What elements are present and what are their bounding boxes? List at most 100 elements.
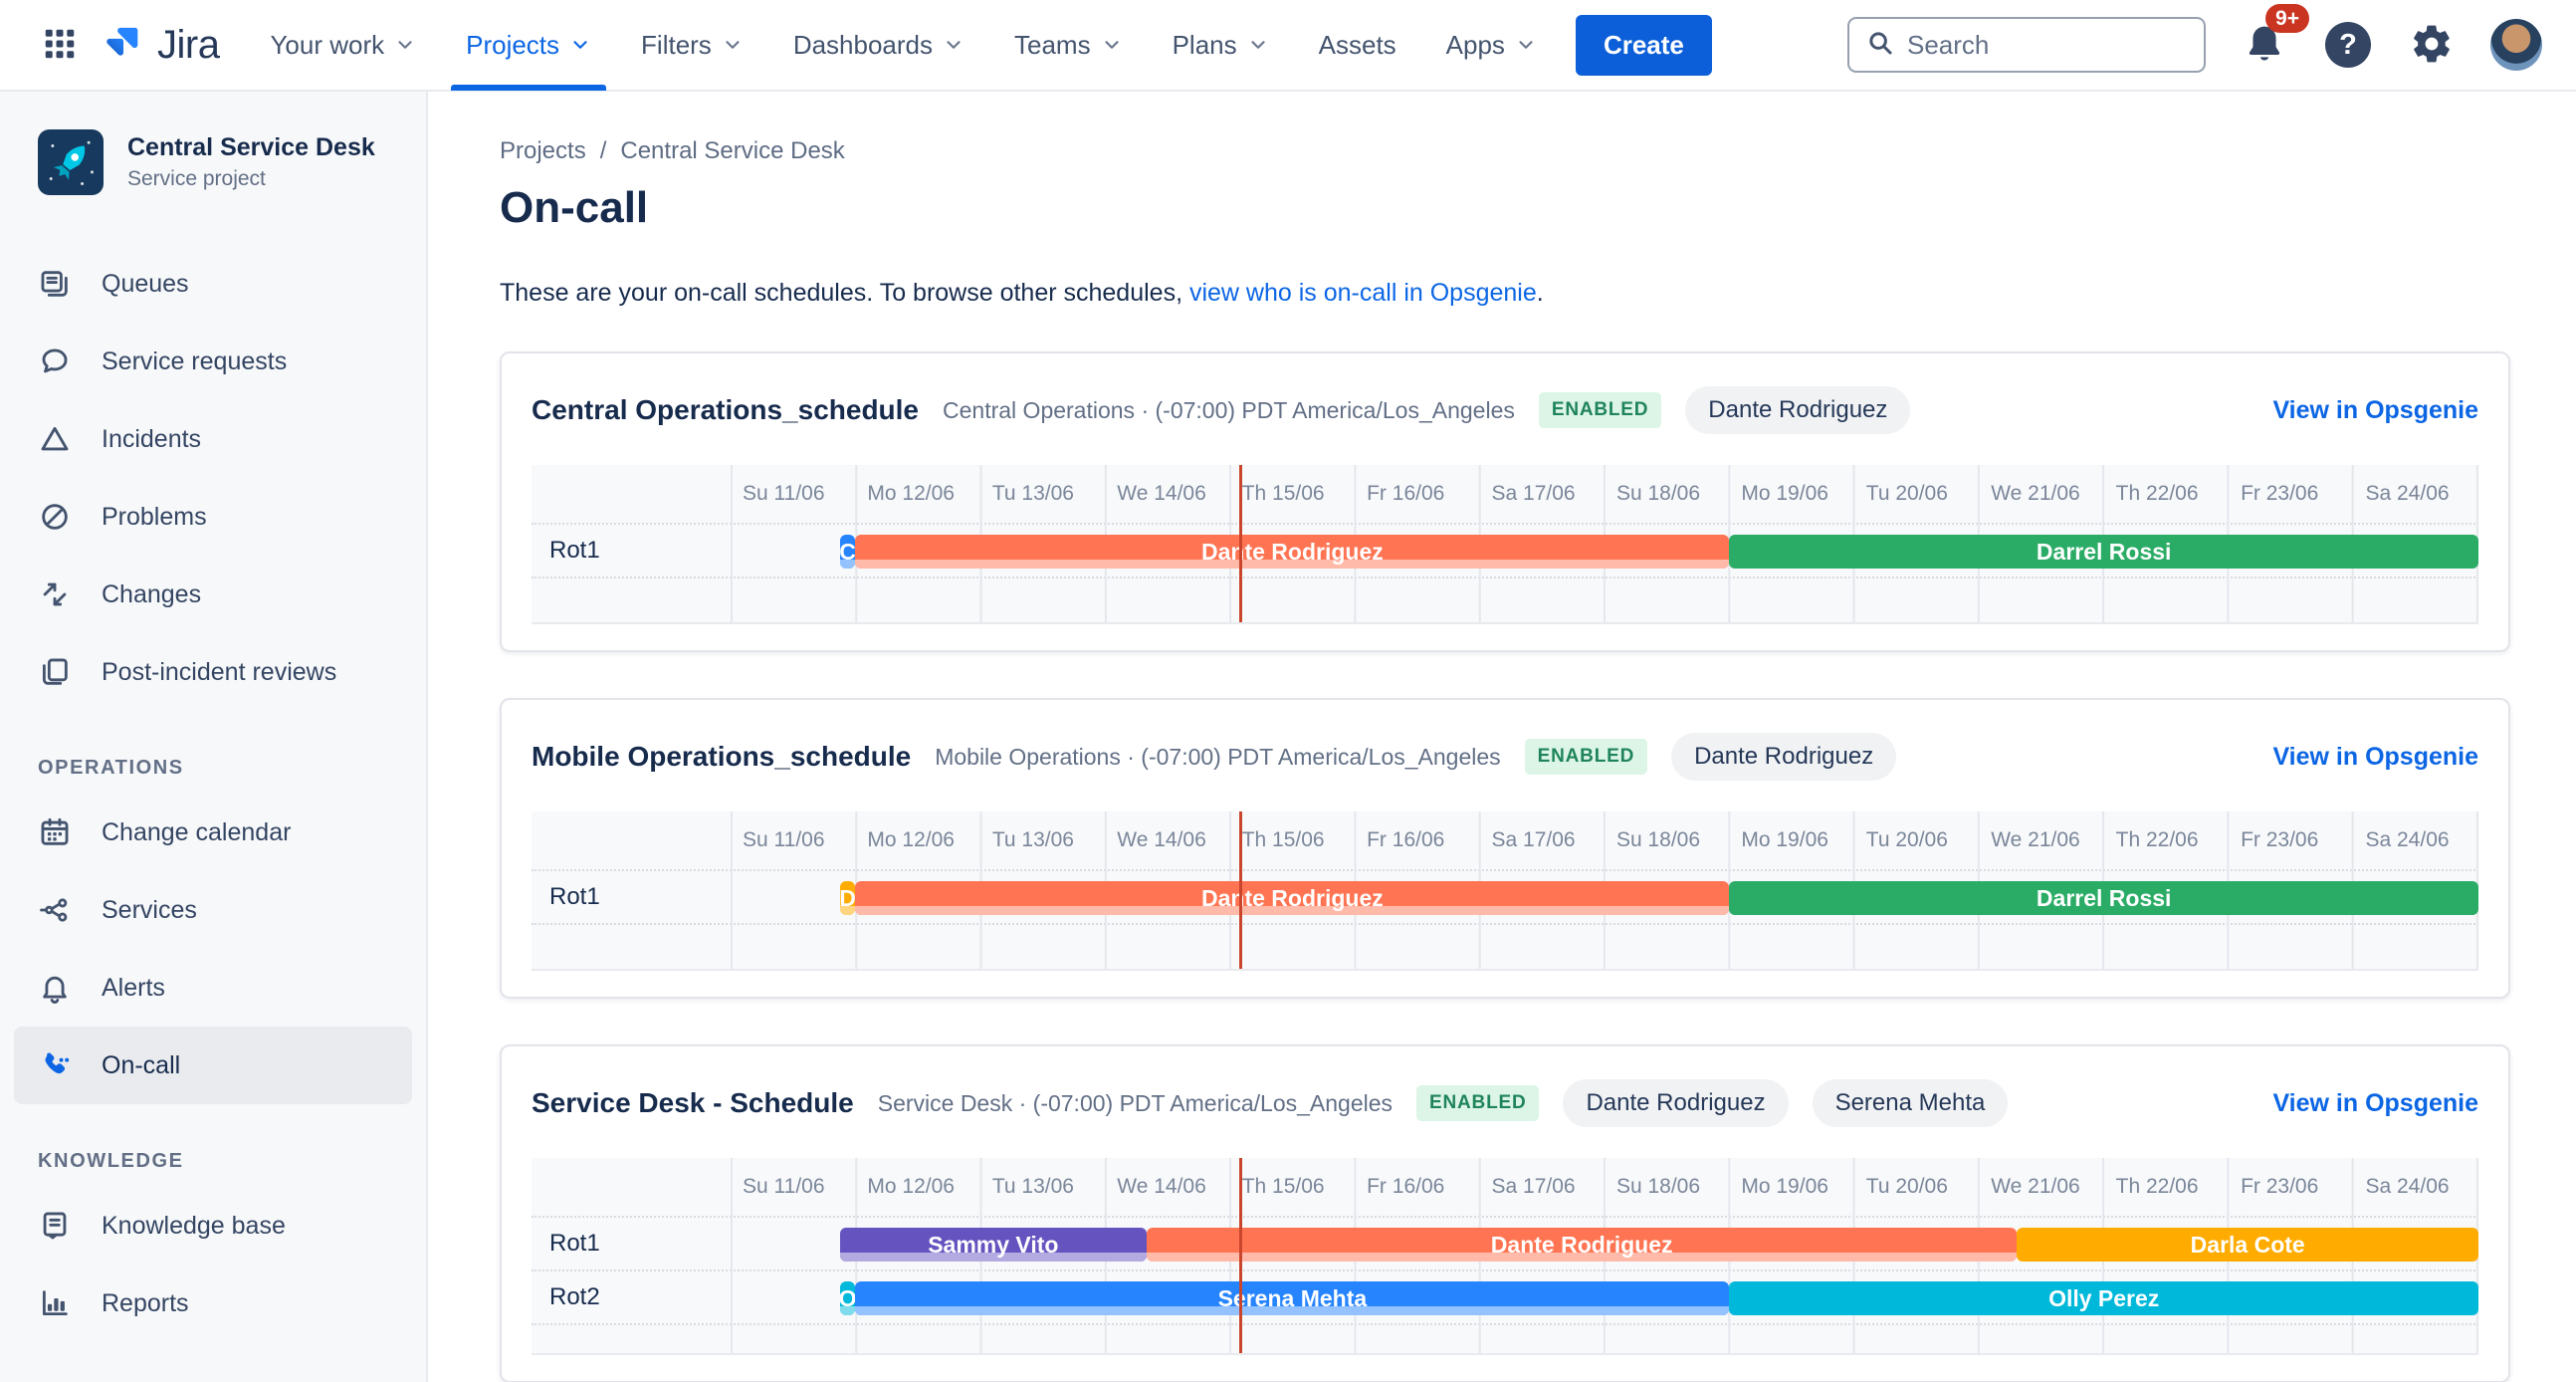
day-label: Th 22/06 xyxy=(2115,1175,2199,1198)
view-in-opsgenie-link[interactable]: View in Opsgenie xyxy=(2272,742,2478,771)
nav-item-your-work[interactable]: Your work xyxy=(245,0,441,91)
view-in-opsgenie-link[interactable]: View in Opsgenie xyxy=(2272,395,2478,424)
changes-icon xyxy=(38,576,74,612)
sidebar-item-incidents[interactable]: Incidents xyxy=(0,400,426,478)
shift-owner-name: Sammy Vito xyxy=(928,1231,1059,1258)
sidebar-item-label: Change calendar xyxy=(102,817,292,846)
shift-owner-name: Dante Rodriguez xyxy=(1490,1231,1673,1258)
project-header[interactable]: Central Service Desk Service project xyxy=(0,129,426,195)
jira-home-link[interactable]: Jira xyxy=(100,20,220,71)
day-label: We 21/06 xyxy=(1991,482,2080,505)
day-label: Su 11/06 xyxy=(743,482,825,505)
app-switcher-button[interactable] xyxy=(34,19,86,71)
schedule-card: Mobile Operations_schedule Mobile Operati… xyxy=(500,698,2510,999)
status-badge: ENABLED xyxy=(1538,392,1662,428)
day-label: Mo 12/06 xyxy=(867,828,955,851)
sidebar-item-queues[interactable]: Queues xyxy=(0,245,426,323)
nav-item-label: Your work xyxy=(270,29,385,60)
day-label: Th 15/06 xyxy=(1241,482,1325,505)
shift-owner-name: Dante Rodriguez xyxy=(1201,884,1384,911)
day-label: Mo 19/06 xyxy=(1741,482,1828,505)
nav-item-assets[interactable]: Assets xyxy=(1294,0,1421,91)
search-input[interactable] xyxy=(1907,29,2188,61)
user-avatar[interactable] xyxy=(2490,19,2542,71)
rotation-lane xyxy=(731,1325,2478,1353)
service-requests-icon xyxy=(38,344,74,379)
chevron-down-icon xyxy=(569,34,591,56)
help-button[interactable]: ? xyxy=(2323,20,2373,70)
shift-owner-name: Olly Perez xyxy=(2048,1284,2160,1311)
project-type: Service project xyxy=(127,167,266,190)
create-button[interactable]: Create xyxy=(1575,14,1712,76)
page-title: On-call xyxy=(500,183,649,232)
rotation-label: Rot1 xyxy=(549,883,600,910)
shift-owner-name: Serena Mehta xyxy=(1217,1284,1368,1311)
services-icon xyxy=(38,892,74,928)
shift-owner-name: D xyxy=(839,884,856,911)
sidebar-item-label: Incidents xyxy=(102,424,202,453)
nav-menu: Your work Projects Filters Dashboards Teams P… xyxy=(245,0,1561,91)
nav-item-teams[interactable]: Teams xyxy=(989,0,1148,91)
day-label: Su 11/06 xyxy=(743,1175,825,1198)
sidebar-item-service-requests[interactable]: Service requests xyxy=(0,323,426,400)
sidebar-item-reports[interactable]: Reports xyxy=(0,1265,426,1342)
sidebar-item-problems[interactable]: Problems xyxy=(0,478,426,556)
schedule-card: Service Desk - Schedule Service Desk · (-… xyxy=(500,1044,2510,1382)
change-calendar-icon xyxy=(38,814,74,850)
rotation-lane: C Dante Rodriguez Darrel Rossi xyxy=(731,525,2478,576)
day-label: Tu 20/06 xyxy=(1865,828,1948,851)
sidebar-item-label: Alerts xyxy=(102,973,165,1002)
intro-text: These are your on-call schedules. To bro… xyxy=(500,279,2510,308)
sidebar-item-post-incident-reviews[interactable]: Post-incident reviews xyxy=(0,633,426,711)
breadcrumb-projects[interactable]: Projects xyxy=(500,137,586,164)
view-in-opsgenie-link[interactable]: View in Opsgenie xyxy=(2272,1088,2478,1117)
settings-button[interactable] xyxy=(2407,20,2457,70)
nav-item-filters[interactable]: Filters xyxy=(616,0,768,91)
timeline-gutter xyxy=(532,811,731,869)
rotation-row: Rot1 C Dante Rodriguez Darrel Rossi xyxy=(532,523,2478,576)
timeline-empty-row xyxy=(532,923,2478,969)
sidebar-section-title: OPERATIONS xyxy=(38,757,184,779)
day-label: Mo 12/06 xyxy=(867,1175,955,1198)
rotation-label: Rot1 xyxy=(549,1230,600,1257)
day-label: Th 15/06 xyxy=(1241,1175,1325,1198)
sidebar-item-label: Problems xyxy=(102,502,207,531)
shift-bar: Darla Cote xyxy=(2017,1228,2478,1262)
sidebar-item-changes[interactable]: Changes xyxy=(0,556,426,633)
chevron-down-icon xyxy=(722,34,744,56)
status-badge: ENABLED xyxy=(1416,1085,1540,1121)
sidebar-item-knowledge-base[interactable]: Knowledge base xyxy=(0,1187,426,1265)
day-label: Th 15/06 xyxy=(1241,828,1325,851)
day-label: Sa 17/06 xyxy=(1491,1175,1576,1198)
oncall-timeline: Su 11/06 Mo 12/06 Tu 13/06 We 14/06 Th 15/06… xyxy=(532,811,2478,971)
nav-item-label: Filters xyxy=(641,29,712,60)
chevron-down-icon xyxy=(394,34,416,56)
search-box[interactable] xyxy=(1847,17,2206,73)
sidebar-item-change-calendar[interactable]: Change calendar xyxy=(0,794,426,871)
opsgenie-link[interactable]: view who is on-call in Opsgenie xyxy=(1188,279,1537,307)
oncall-person-chip: Serena Mehta xyxy=(1812,1079,2009,1127)
help-icon: ? xyxy=(2325,22,2371,68)
on-call-icon xyxy=(38,1047,74,1083)
shift-owner-name: C xyxy=(839,538,856,565)
nav-item-projects[interactable]: Projects xyxy=(441,0,616,91)
chevron-down-icon xyxy=(943,34,965,56)
shift-bar: Darrel Rossi xyxy=(1729,535,2478,569)
sidebar-item-alerts[interactable]: Alerts xyxy=(0,949,426,1027)
day-label: Mo 19/06 xyxy=(1741,1175,1828,1198)
nav-item-apps[interactable]: Apps xyxy=(1421,0,1562,91)
status-badge: ENABLED xyxy=(1524,739,1648,775)
nav-item-plans[interactable]: Plans xyxy=(1148,0,1294,91)
sidebar-item-services[interactable]: Services xyxy=(0,871,426,949)
timeline-empty-row xyxy=(532,576,2478,622)
breadcrumb-project[interactable]: Central Service Desk xyxy=(620,137,845,164)
queues-icon xyxy=(38,266,74,302)
nav-item-dashboards[interactable]: Dashboards xyxy=(768,0,989,91)
oncall-timeline: Su 11/06 Mo 12/06 Tu 13/06 We 14/06 Th 15/06… xyxy=(532,465,2478,624)
day-label: Tu 13/06 xyxy=(991,1175,1074,1198)
day-label: Th 22/06 xyxy=(2115,482,2199,505)
sidebar-item-on-call[interactable]: On-call xyxy=(14,1027,412,1104)
schedule-card-header: Mobile Operations_schedule Mobile Operati… xyxy=(532,728,2478,786)
shift-bar: D xyxy=(839,881,856,915)
notifications-button[interactable]: 9+ xyxy=(2240,4,2309,70)
